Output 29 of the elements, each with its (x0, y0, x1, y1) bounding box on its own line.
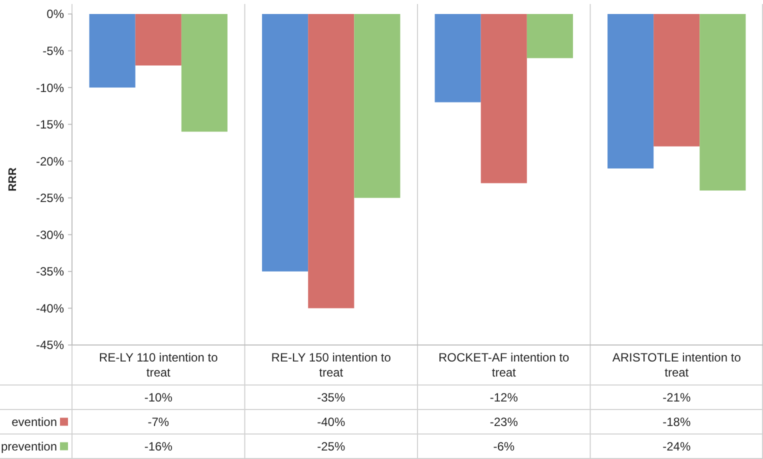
data-label: -6% (493, 439, 515, 454)
y-tick-label: -30% (36, 228, 64, 242)
legend-label: prevention (0, 439, 57, 454)
data-label: -21% (662, 390, 691, 404)
data-label: -24% (662, 439, 691, 454)
data-label: -40% (317, 414, 346, 429)
data-label: -23% (490, 414, 518, 429)
data-label: -35% (317, 390, 346, 404)
y-tick-label: 0% (46, 7, 64, 22)
y-tick-label: -20% (36, 154, 64, 168)
y-tick-label: -45% (36, 338, 64, 352)
y-tick-label: -25% (36, 191, 64, 206)
data-label: -25% (317, 439, 346, 454)
y-tick-label: -10% (36, 80, 64, 95)
y-axis-title: RRR (7, 168, 19, 192)
x-tick-label: ARISTOTLE intention to treat (612, 350, 742, 380)
y-tick-label: -35% (36, 264, 64, 279)
data-label: -16% (144, 439, 173, 454)
x-tick-label: RE-LY 150 intention to treat (271, 350, 392, 380)
data-label: -10% (144, 390, 173, 404)
x-tick-label: ROCKET-AF intention to treat (438, 350, 570, 380)
legend-label: evention (12, 414, 57, 429)
y-tick-label: -15% (36, 118, 64, 132)
data-label: -7% (148, 414, 170, 429)
y-tick-label: -40% (36, 301, 64, 316)
y-tick-label: -5% (42, 44, 64, 58)
data-label: -18% (662, 414, 691, 429)
data-label: -12% (490, 390, 518, 404)
x-tick-label: RE-LY 110 intention to treat (99, 350, 218, 380)
